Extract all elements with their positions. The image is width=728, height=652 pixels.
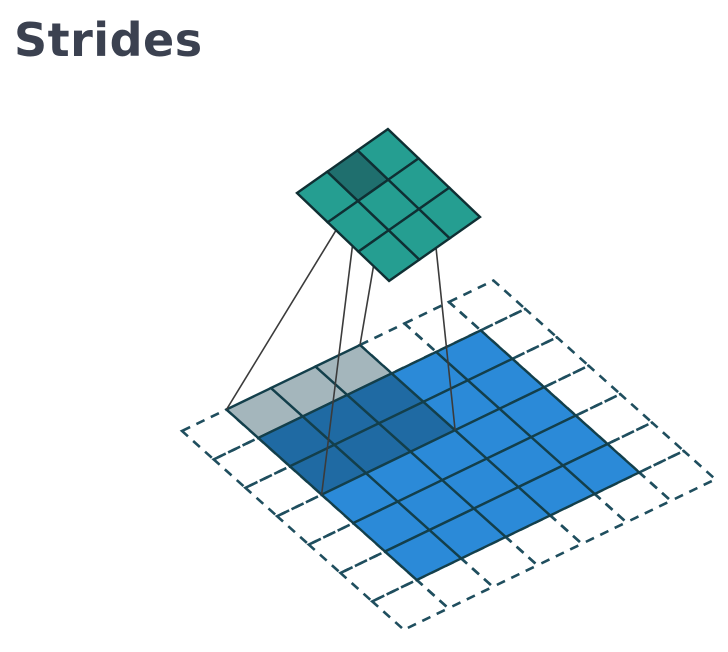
padding-cell <box>179 407 261 461</box>
projection-line <box>320 200 359 495</box>
padding-cell <box>446 278 528 332</box>
padding-cell <box>357 321 439 375</box>
padded-input-grid <box>179 278 718 632</box>
padding-cell <box>636 449 718 503</box>
padding-cell <box>274 493 356 547</box>
padding-cell <box>605 420 687 474</box>
padding-cell <box>478 307 560 361</box>
padding-cell <box>573 392 655 446</box>
padding-cell <box>211 436 293 490</box>
padding-cell <box>338 549 420 603</box>
padding-cell <box>510 335 591 389</box>
output-cell <box>417 186 482 240</box>
padding-cell <box>541 364 623 418</box>
padding-cell <box>369 578 451 632</box>
padding-cell <box>402 300 484 354</box>
projection-line <box>225 223 341 410</box>
padding-cell <box>306 521 388 575</box>
input-cell <box>560 442 642 496</box>
padding-cell <box>243 464 324 518</box>
output-grid <box>295 127 482 283</box>
page-title: Strides <box>14 13 203 67</box>
